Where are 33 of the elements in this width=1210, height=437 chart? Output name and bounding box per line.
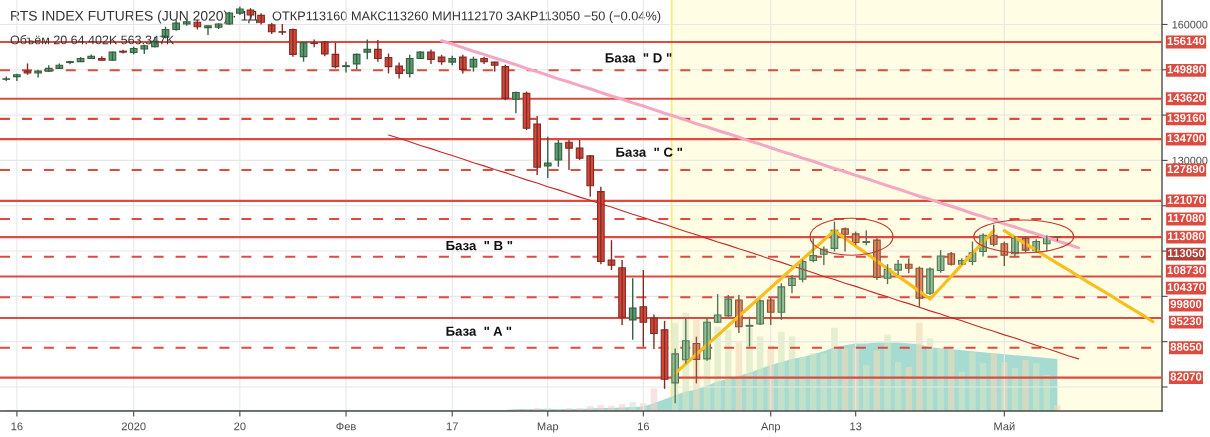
ref-line-label: 156140 xyxy=(1167,36,1205,46)
ref-line-label: 117080 xyxy=(1168,213,1205,223)
ref-line-label: 143620 xyxy=(1167,93,1205,102)
ref-line-label: 88650 xyxy=(1170,342,1202,351)
y-tick-label: 160000 xyxy=(1172,20,1208,29)
ref-line-label: 127890 xyxy=(1167,164,1205,174)
x-tick-label: 13 xyxy=(850,422,862,431)
x-tick-label: Май xyxy=(994,421,1015,431)
x-tick-label: 16 xyxy=(637,422,650,431)
x-tick-label: Фев xyxy=(336,422,356,431)
x-tick-label: 20 xyxy=(234,422,246,431)
legend-label: 104370 xyxy=(1167,283,1205,292)
x-tick-label: Апр xyxy=(760,422,781,433)
ref-line-label: 139160 xyxy=(1167,113,1205,122)
x-tick-label: 17 xyxy=(446,422,458,431)
ref-line-label: 82070 xyxy=(1170,372,1202,381)
x-tick-label: 2020 xyxy=(121,422,146,431)
text: ОТКР113160 МАКС113260 МИН112170 ЗАКР113050 −50 (−0.04%) xyxy=(272,11,661,23)
ref-line-label: 149880 xyxy=(1167,65,1205,74)
ref-line-label: 121070 xyxy=(1167,195,1205,204)
x-tick-label: Мар xyxy=(537,422,559,433)
ref-line-label: 108730 xyxy=(1167,266,1205,275)
y-tick-label: 130000 xyxy=(1172,156,1208,165)
annotation: База " C " xyxy=(616,147,683,157)
ref-line-label: 99800 xyxy=(1170,300,1202,309)
ref-line-label: 134700 xyxy=(1167,134,1205,143)
x-tick-label: 16 xyxy=(11,422,23,431)
annotation: База " B " xyxy=(446,241,513,251)
annotation: База " D " xyxy=(605,53,672,63)
ref-line-label: 95230 xyxy=(1170,317,1202,326)
ref-line-label: 113080 xyxy=(1168,232,1205,241)
text: 113050 xyxy=(1168,249,1205,258)
annotation: База " A " xyxy=(446,326,512,336)
